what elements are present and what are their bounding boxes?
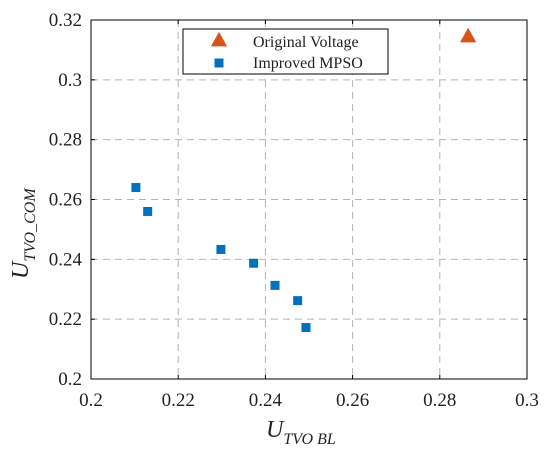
x-axis-label-main: U <box>266 417 285 443</box>
x-tick-label: 0.26 <box>336 390 369 411</box>
data-point-square <box>143 206 153 216</box>
grid-lines <box>91 20 527 379</box>
legend-marker-original-voltage <box>210 31 228 47</box>
y-tick-label: 0.28 <box>49 130 82 151</box>
y-tick-label: 0.26 <box>49 190 82 211</box>
data-point-square <box>131 183 141 193</box>
y-axis-label-subscript: TVO_COM <box>22 187 39 262</box>
x-axis-label-subscript: TVO BL <box>283 431 336 448</box>
y-axis-label-main: U <box>8 260 34 279</box>
x-tick-label: 0.28 <box>423 390 456 411</box>
y-tick-label: 0.24 <box>49 249 83 270</box>
x-tick-label: 0.24 <box>249 390 283 411</box>
x-tick-label: 0.3 <box>515 390 539 411</box>
legend: Original Voltage Improved MPSO <box>182 28 389 75</box>
legend-marker-improved-mpso <box>214 58 224 68</box>
data-markers <box>131 27 477 333</box>
data-point-square <box>216 244 226 254</box>
x-axis-label: UTVO BL <box>266 417 336 448</box>
x-tick-label: 0.22 <box>162 390 195 411</box>
data-point-square <box>293 296 303 306</box>
y-axis-label: UTVO_COM <box>8 187 39 279</box>
data-point-square <box>270 280 280 290</box>
data-point-square <box>301 323 311 333</box>
y-tick-label: 0.22 <box>49 309 82 330</box>
y-tick-label: 0.3 <box>58 70 82 91</box>
data-point-square <box>249 258 259 268</box>
x-tick-label: 0.2 <box>79 390 103 411</box>
legend-label-improved-mpso: Improved MPSO <box>253 55 363 72</box>
y-tick-label: 0.32 <box>49 10 82 31</box>
data-point-triangle <box>460 27 477 43</box>
legend-label-original-voltage: Original Voltage <box>253 34 359 51</box>
y-tick-label: 0.2 <box>58 369 82 390</box>
axis-ticks: 0.2 0.22 0.24 0.26 0.28 0.3 0.2 0.22 0.24 0.26 0.2… <box>49 10 539 411</box>
